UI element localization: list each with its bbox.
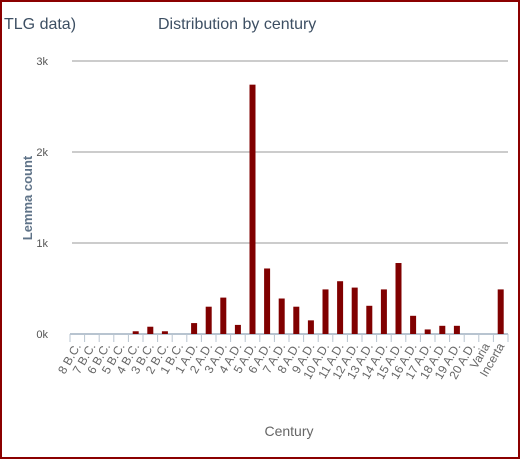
chart-title-fragment: TLG data) (4, 16, 77, 33)
bar (439, 325, 446, 334)
bar (147, 326, 154, 334)
y-tick-label: 0k (36, 329, 48, 341)
bar (380, 289, 387, 334)
bar (424, 329, 431, 334)
bar (410, 315, 417, 334)
bar (395, 263, 402, 334)
bar (161, 331, 168, 334)
x-axis-title: Century (264, 423, 313, 439)
y-axis-title: Lemma count (20, 155, 35, 240)
bar (191, 323, 198, 334)
bar (307, 320, 314, 334)
bar (351, 287, 358, 334)
y-tick-label: 3k (36, 56, 48, 68)
y-tick-label: 1k (36, 238, 48, 250)
bar (278, 298, 285, 334)
bar (453, 325, 460, 334)
chart-title: Distribution by century (158, 16, 317, 33)
bar (337, 281, 344, 334)
bar (293, 306, 300, 334)
bar (220, 297, 227, 334)
bar (264, 268, 271, 334)
bar (249, 84, 256, 334)
bar (366, 305, 373, 334)
y-tick-label: 2k (36, 147, 48, 159)
bar (132, 331, 139, 334)
bar (234, 324, 241, 334)
bar (497, 289, 504, 334)
bar (205, 306, 212, 334)
bar (322, 289, 329, 334)
